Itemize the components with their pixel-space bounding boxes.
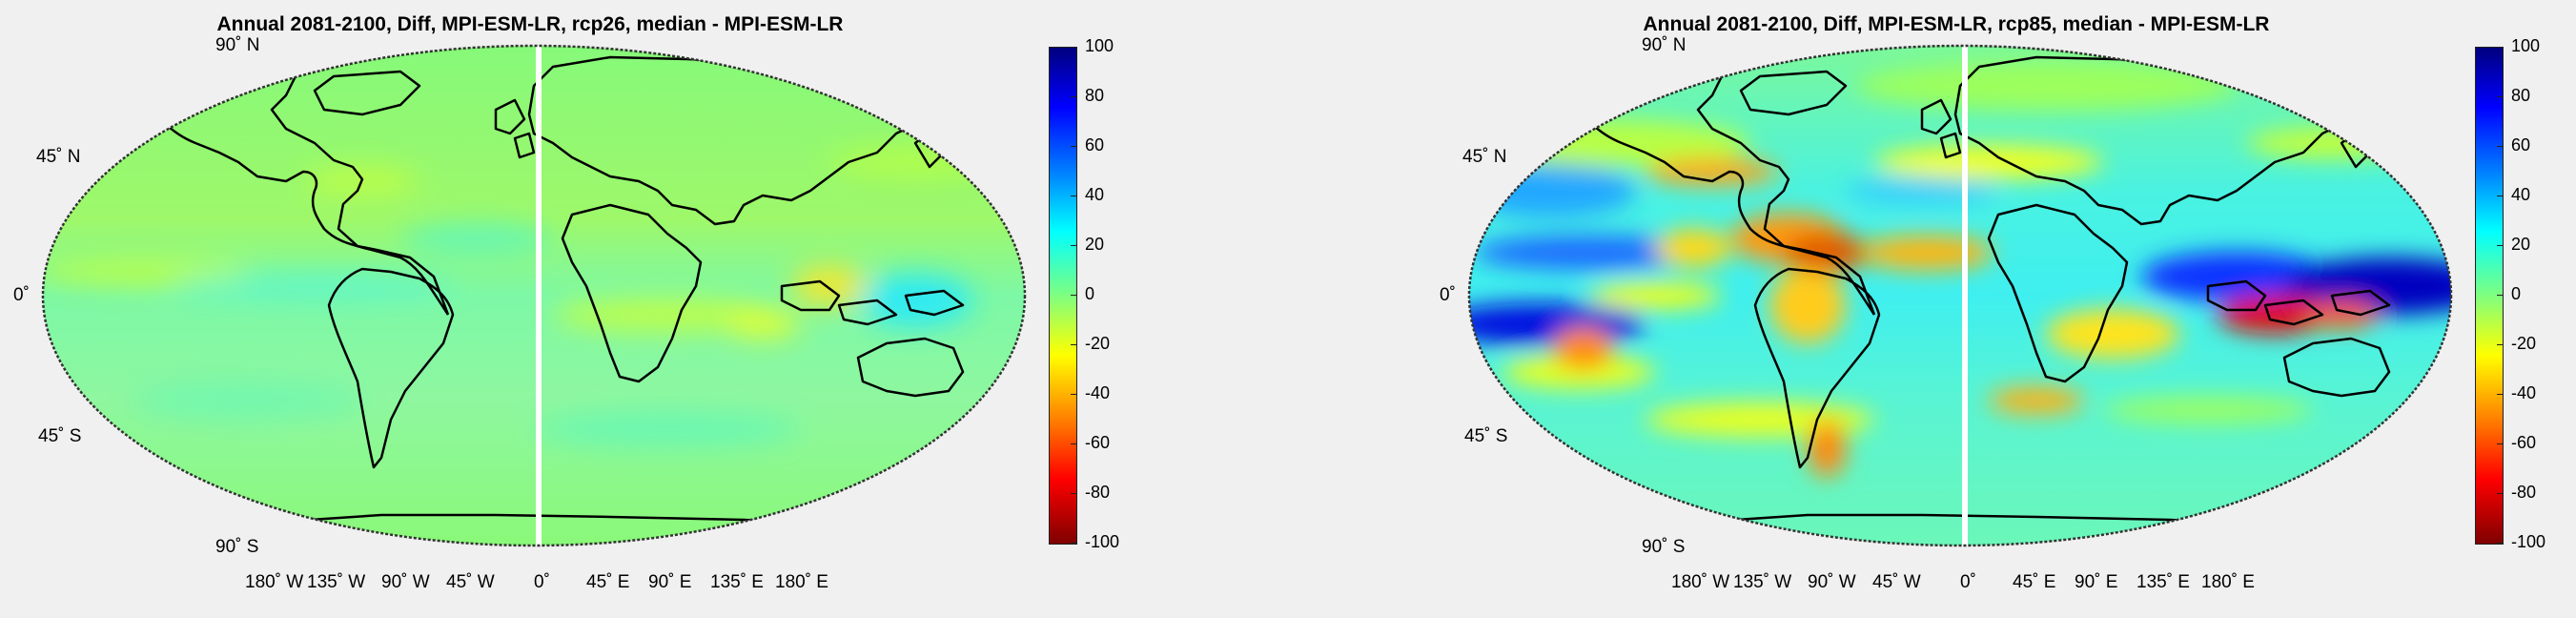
colorbar-tick-mark (2497, 245, 2503, 246)
lon-label: 180˚ E (775, 572, 828, 592)
lon-label: 90˚ E (648, 572, 692, 592)
colorbar-tick-label: 0 (1085, 284, 1095, 303)
colorbar-tick-mark (1071, 47, 1076, 48)
lon-label: 180˚ W (1671, 572, 1730, 592)
colorbar-tick-label: -100 (1085, 532, 1120, 551)
precip-change-field (43, 46, 1025, 546)
lon-label: 135˚ E (2136, 572, 2190, 592)
colorbar-tick-label: 40 (2511, 185, 2531, 204)
lon-label: 0˚ (1960, 572, 1976, 592)
colorbar-tick-label: 100 (1085, 36, 1114, 55)
world-map-rcp85 (1467, 44, 2453, 547)
colorbar-tick-mark (2497, 295, 2503, 296)
lat-label-90s: 90˚ S (1642, 537, 1686, 557)
map-title: Annual 2081-2100, Diff, MPI-ESM-LR, rcp2… (216, 13, 844, 35)
colorbar-tick-label: -80 (1085, 483, 1111, 502)
colorbar-tick-mark (1071, 245, 1076, 246)
colorbar-tick-label: -20 (1085, 334, 1111, 353)
lon-label: 180˚ E (2201, 572, 2255, 592)
map-panel-rcp26: Annual 2081-2100, Diff, MPI-ESM-LR, rcp2… (13, 13, 1120, 592)
colorbar-tick-mark (2497, 344, 2503, 345)
map-title: Annual 2081-2100, Diff, MPI-ESM-LR, rcp8… (1643, 13, 2270, 35)
lat-label-45n: 45˚ N (1462, 147, 1507, 167)
colorbar-tick-label: 40 (1085, 185, 1105, 204)
colorbar-tick-mark (2497, 96, 2503, 97)
colorbar-tick-label: 80 (2511, 86, 2531, 105)
lon-label: 90˚ W (1808, 572, 1856, 592)
colorbar-tick-label: 80 (1085, 86, 1105, 105)
precip-change-field (1469, 46, 2451, 546)
lon-label: 45˚ W (1872, 572, 1921, 592)
colorbar-tick-label: 60 (2511, 135, 2531, 154)
colorbar-tick-label: 100 (2511, 36, 2541, 55)
colorbar-tick-label: 20 (1085, 235, 1105, 254)
lat-label-90s: 90˚ S (215, 537, 259, 557)
colorbar-tick-mark (1071, 344, 1076, 345)
lat-label-45s: 45˚ S (1464, 426, 1508, 446)
colorbar-tick-label: -60 (2511, 433, 2537, 452)
lon-label: 0˚ (534, 572, 550, 592)
map-panel-rcp85: Annual 2081-2100, Diff, MPI-ESM-LR, rcp8… (1426, 0, 2576, 618)
colorbar-tick-label: -60 (1085, 433, 1111, 452)
colorbar-tick-label: -40 (1085, 383, 1111, 402)
colorbar-tick-label: -20 (2511, 334, 2537, 353)
map-frame (1467, 44, 2453, 547)
lon-label: 90˚ W (381, 572, 430, 592)
lat-label-90n: 90˚ N (215, 35, 260, 55)
colorbar-tick-mark (1071, 493, 1076, 494)
colorbar-tick-label: 20 (2511, 235, 2531, 254)
colorbar (1049, 47, 1077, 545)
lon-label: 180˚ W (245, 572, 304, 592)
lat-label-90n: 90˚ N (1642, 35, 1687, 55)
colorbar (2475, 47, 2504, 545)
lat-label-45n: 45˚ N (36, 147, 81, 167)
colorbar-tick-mark (1071, 394, 1076, 395)
colorbar-tick-mark (2497, 543, 2503, 544)
world-map-rcp26 (41, 44, 1027, 547)
colorbar-tick-mark (2497, 443, 2503, 444)
colorbar-tick-mark (1071, 543, 1076, 544)
colorbar-tick-label: -40 (2511, 383, 2537, 402)
colorbar-tick-mark (1071, 146, 1076, 147)
colorbar-tick-label: -100 (2511, 532, 2546, 551)
lat-label-0: 0˚ (13, 285, 30, 305)
lon-label: 135˚ E (710, 572, 764, 592)
colorbar-tick-mark (2497, 47, 2503, 48)
map-frame (41, 44, 1027, 547)
colorbar-tick-mark (1071, 443, 1076, 444)
colorbar-tick-mark (1071, 96, 1076, 97)
colorbar-tick-mark (2497, 493, 2503, 494)
lat-label-0: 0˚ (1440, 285, 1456, 305)
lon-label: 45˚ E (2013, 572, 2056, 592)
lon-label: 135˚ W (307, 572, 366, 592)
colorbar-tick-mark (2497, 146, 2503, 147)
lon-label: 135˚ W (1733, 572, 1792, 592)
colorbar-tick-label: 60 (1085, 135, 1105, 154)
colorbar-tick-label: 0 (2511, 284, 2522, 303)
lon-label: 45˚ W (446, 572, 495, 592)
colorbar-tick-label: -80 (2511, 483, 2537, 502)
lon-label: 90˚ E (2075, 572, 2118, 592)
colorbar-tick-mark (2497, 394, 2503, 395)
lat-label-45s: 45˚ S (38, 426, 82, 446)
colorbar-tick-mark (1071, 295, 1076, 296)
lon-label: 45˚ E (586, 572, 630, 592)
